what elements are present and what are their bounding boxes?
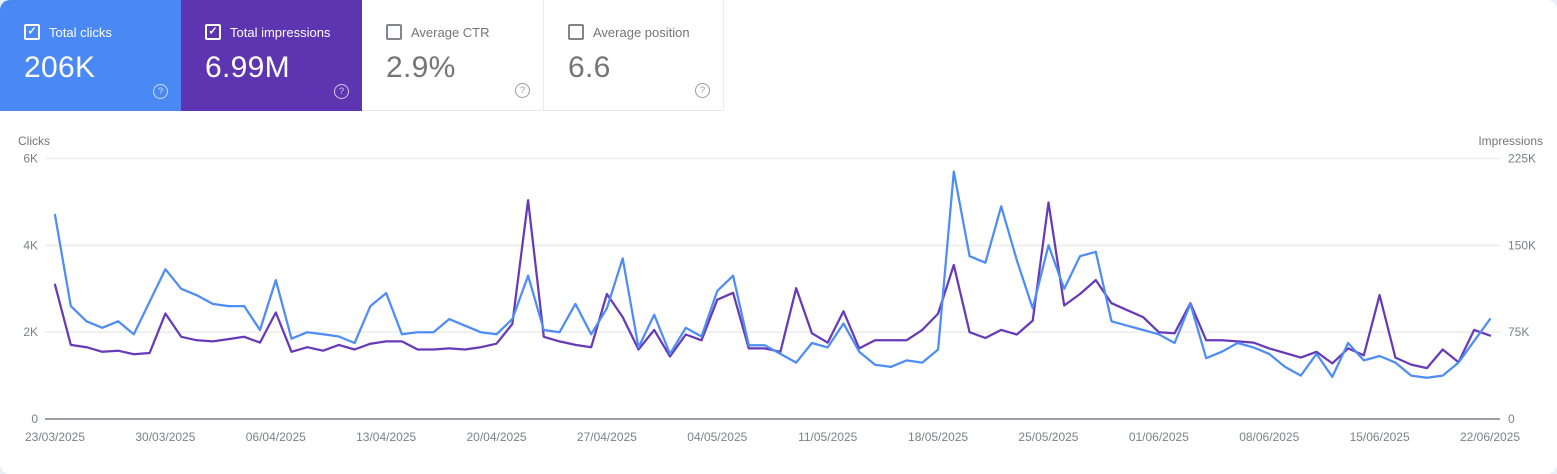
right-axis-tick-label: 75K [1508,325,1529,339]
help-icon[interactable]: ? [334,84,349,99]
card-header: Average CTR [386,24,531,40]
x-axis-date-label: 18/05/2025 [908,430,968,444]
impressions-line [53,199,1492,370]
x-axis-date-label: 25/05/2025 [1018,430,1078,444]
x-axis-date-label: 04/05/2025 [687,430,747,444]
right-axis-tick-label: 0 [1508,412,1515,426]
chart-svg[interactable]: 0 0 2K 75K 4K 150K 6K 225K 23/03/2025 30/03/2025 0… [0,111,1557,474]
metric-card-label: Average position [593,24,690,40]
card-header: Average position [568,24,711,40]
checkmark-icon: ✓ [27,25,37,37]
metric-card-label: Total clicks [49,24,112,40]
right-axis-title: Impressions [1478,134,1543,148]
x-axis-date-label: 22/06/2025 [1460,430,1520,444]
help-icon[interactable]: ? [153,84,168,99]
right-axis-tick-label: 150K [1508,238,1536,252]
metric-card-value: 206K [24,51,96,84]
x-axis-date-label: 23/03/2025 [25,430,85,444]
left-axis-title: Clicks [18,134,50,148]
checkmark-icon: ✓ [208,25,218,37]
left-axis-tick-label: 6K [23,152,38,166]
performance-chart[interactable]: Clicks Impressions 0 0 2K 75K 4K 150K 6K 225K 23… [0,111,1557,474]
total-impressions-checkbox[interactable]: ✓ [205,24,221,40]
x-axis-date-label: 15/06/2025 [1350,430,1410,444]
left-axis-tick-label: 2K [23,325,38,339]
left-axis-tick-label: 0 [31,412,38,426]
average-ctr-checkbox[interactable] [386,24,402,40]
metric-cards-row: ✓ Total clicks 206K ? ✓ Total impression… [0,0,1557,111]
metric-card-average-ctr[interactable]: Average CTR 2.9% ? [362,0,543,111]
x-axis-date-label: 06/04/2025 [246,430,306,444]
metric-card-total-impressions[interactable]: ✓ Total impressions 6.99M ? [181,0,362,111]
x-axis-date-label: 11/05/2025 [798,430,857,444]
total-clicks-checkbox[interactable]: ✓ [24,24,40,40]
x-axis-date-label: 27/04/2025 [577,430,637,444]
metric-card-value: 6.99M [205,51,290,84]
x-axis-date-label: 01/06/2025 [1129,430,1189,444]
metric-card-total-clicks[interactable]: ✓ Total clicks 206K ? [0,0,181,111]
x-axis-date-label: 13/04/2025 [356,430,416,444]
clicks-line [53,170,1492,379]
metric-card-value: 6.6 [568,51,611,84]
help-icon[interactable]: ? [695,83,710,98]
right-axis-tick-label: 225K [1508,152,1536,166]
left-axis-tick-label: 4K [23,238,38,252]
card-header: ✓ Total impressions [205,24,350,40]
metric-card-label: Total impressions [230,24,331,40]
x-axis-date-label: 20/04/2025 [467,430,527,444]
x-axis-date-label: 08/06/2025 [1239,430,1299,444]
metric-card-average-position[interactable]: Average position 6.6 ? [543,0,724,111]
metric-card-label: Average CTR [411,24,490,40]
card-header: ✓ Total clicks [24,24,169,40]
help-icon[interactable]: ? [515,83,530,98]
x-axis-date-label: 30/03/2025 [135,430,195,444]
average-position-checkbox[interactable] [568,24,584,40]
metric-card-value: 2.9% [386,51,456,84]
